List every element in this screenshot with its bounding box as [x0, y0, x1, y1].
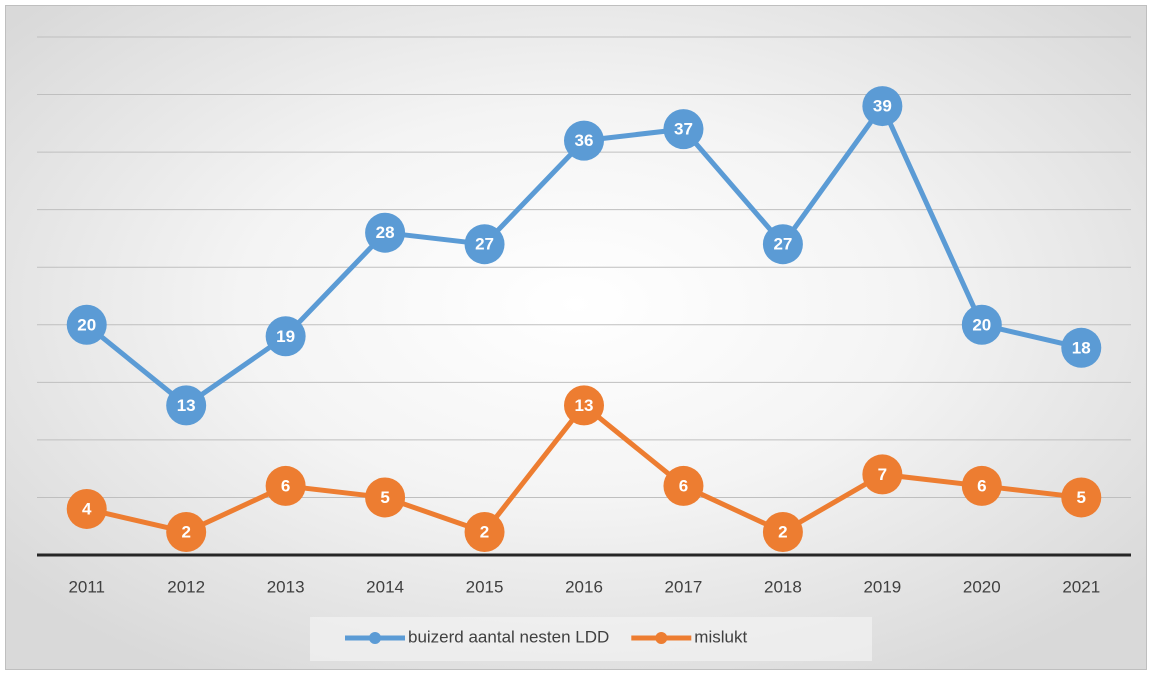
data-point	[1061, 327, 1102, 368]
data-point	[66, 304, 107, 345]
data-point	[166, 385, 207, 426]
data-point	[862, 86, 903, 127]
data-label: 7	[878, 465, 887, 484]
data-point	[961, 465, 1002, 506]
data-label: 2	[480, 522, 489, 541]
data-point	[166, 511, 207, 552]
chart-background	[5, 5, 1147, 670]
data-label: 6	[679, 476, 688, 495]
x-tick-label: 2018	[764, 577, 802, 596]
data-label: 18	[1072, 338, 1091, 357]
data-label: 37	[674, 120, 693, 139]
data-point	[365, 477, 406, 518]
data-point	[564, 120, 604, 161]
data-label: 6	[281, 476, 290, 495]
data-label: 13	[177, 396, 196, 415]
data-label: 20	[972, 315, 991, 334]
data-point	[762, 224, 803, 265]
data-label: 6	[977, 476, 986, 495]
data-point	[961, 304, 1002, 345]
data-label: 13	[575, 396, 594, 415]
x-tick-label: 2019	[863, 577, 901, 596]
data-point	[265, 465, 306, 506]
x-tick-label: 2015	[466, 577, 504, 596]
data-label: 20	[77, 315, 96, 334]
data-point	[564, 385, 604, 426]
data-point	[464, 224, 505, 265]
x-tick-label: 2020	[963, 577, 1001, 596]
data-label: 28	[376, 223, 395, 242]
data-label: 27	[773, 235, 792, 254]
legend-marker	[655, 632, 668, 644]
data-label: 19	[276, 327, 295, 346]
data-label: 5	[1077, 488, 1086, 507]
x-tick-label: 2017	[665, 577, 703, 596]
data-point	[66, 488, 107, 529]
data-point	[862, 454, 903, 495]
legend-label: buizerd aantal nesten LDD	[408, 627, 609, 646]
x-tick-label: 2021	[1062, 577, 1100, 596]
data-label: 4	[82, 499, 92, 518]
data-point	[265, 316, 306, 357]
x-tick-label: 2016	[565, 577, 603, 596]
data-label: 39	[873, 97, 892, 116]
x-tick-label: 2014	[366, 577, 404, 596]
data-point	[762, 511, 803, 552]
x-tick-label: 2013	[267, 577, 305, 596]
data-label: 5	[380, 488, 389, 507]
data-point	[1061, 477, 1102, 518]
legend-label: mislukt	[694, 627, 747, 646]
legend-marker	[369, 632, 381, 644]
x-tick-label: 2011	[68, 577, 105, 596]
data-point	[663, 109, 704, 150]
data-point	[663, 465, 704, 506]
x-tick-label: 2012	[167, 577, 205, 596]
data-label: 27	[475, 235, 494, 254]
data-point	[365, 212, 406, 253]
data-label: 36	[575, 131, 594, 150]
data-point	[464, 511, 505, 552]
data-label: 2	[778, 522, 787, 541]
data-label: 2	[181, 522, 190, 541]
